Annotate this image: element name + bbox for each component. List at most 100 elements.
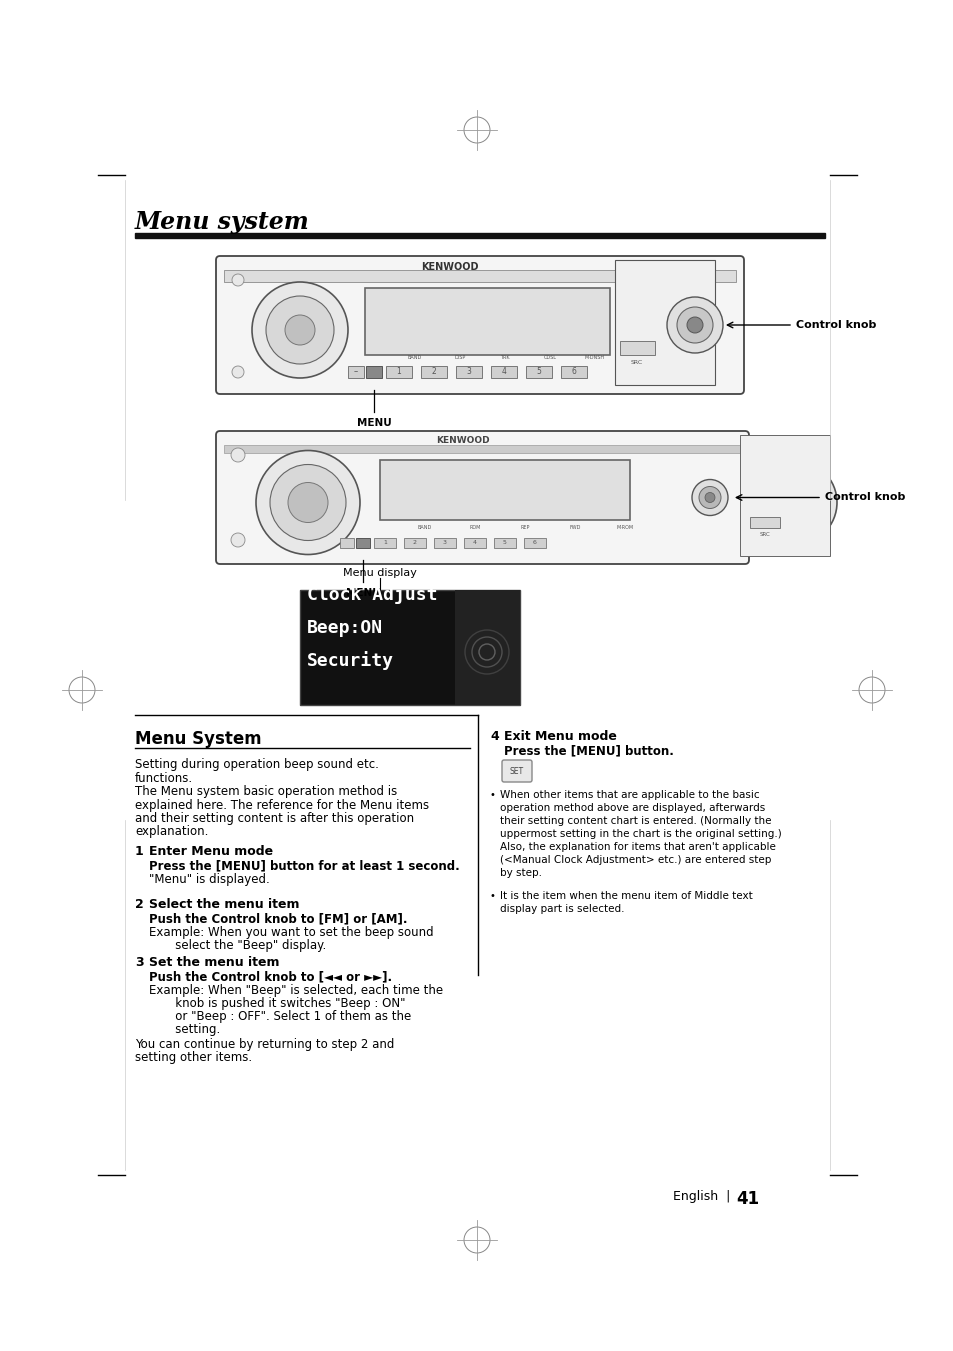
Text: The Menu system basic operation method is: The Menu system basic operation method i… [135, 785, 396, 798]
Text: "Menu" is displayed.: "Menu" is displayed. [149, 873, 270, 886]
Text: –: – [354, 367, 357, 377]
Text: CDSL: CDSL [543, 355, 556, 359]
Text: Menu display: Menu display [343, 567, 416, 578]
Text: MENU: MENU [345, 588, 380, 598]
Text: MENU: MENU [356, 417, 391, 428]
Bar [491, 366, 517, 378]
Text: 6: 6 [571, 367, 576, 377]
Text: 3: 3 [466, 367, 471, 377]
Text: Push the Control knob to [◄◄ or ►►].: Push the Control knob to [◄◄ or ►►]. [149, 970, 392, 984]
Text: •: • [490, 892, 496, 901]
Text: Menu system: Menu system [135, 209, 310, 234]
Bar [455, 590, 519, 705]
Text: DISP: DISP [454, 355, 465, 359]
Text: It is the item when the menu item of Middle text: It is the item when the menu item of Mid… [499, 892, 752, 901]
Text: functions.: functions. [135, 771, 193, 785]
Text: Press the [MENU] button.: Press the [MENU] button. [503, 744, 673, 757]
FancyBboxPatch shape [215, 431, 748, 563]
Text: 5: 5 [536, 367, 541, 377]
Text: 3: 3 [135, 957, 144, 969]
Circle shape [255, 450, 359, 554]
Text: English  |: English | [672, 1190, 729, 1202]
Circle shape [231, 534, 245, 547]
Bar [619, 340, 655, 355]
Circle shape [231, 449, 245, 462]
Bar [463, 538, 485, 549]
Circle shape [691, 480, 727, 516]
Bar [525, 366, 552, 378]
Text: Also, the explanation for items that aren't applicable: Also, the explanation for items that are… [499, 842, 775, 852]
Circle shape [285, 315, 314, 345]
Text: KENWOOD: KENWOOD [421, 262, 478, 272]
Bar [523, 538, 545, 549]
Text: FWD: FWD [569, 526, 580, 530]
Text: Clock Adjust: Clock Adjust [307, 586, 437, 604]
Text: Enter Menu mode: Enter Menu mode [149, 844, 273, 858]
Text: by step.: by step. [499, 867, 541, 878]
Bar [379, 459, 629, 520]
Text: Exit Menu mode: Exit Menu mode [503, 730, 617, 743]
Text: When other items that are applicable to the basic: When other items that are applicable to … [499, 790, 759, 800]
Text: Press the [MENU] button for at least 1 second.: Press the [MENU] button for at least 1 s… [149, 859, 459, 871]
Bar [299, 590, 519, 705]
Text: 4: 4 [501, 367, 506, 377]
Text: BAND: BAND [417, 526, 432, 530]
Text: M·DNSH: M·DNSH [584, 355, 604, 359]
Bar [740, 435, 829, 557]
Text: SRC: SRC [759, 531, 770, 536]
Circle shape [232, 274, 244, 286]
Text: 4: 4 [473, 540, 476, 546]
Bar [355, 538, 370, 549]
Bar [348, 366, 364, 378]
Text: 1: 1 [135, 844, 144, 858]
Bar [224, 444, 740, 453]
Text: display part is selected.: display part is selected. [499, 904, 624, 915]
Bar [224, 270, 735, 282]
Circle shape [666, 297, 722, 353]
Text: 4: 4 [490, 730, 498, 743]
FancyBboxPatch shape [215, 255, 743, 394]
Text: 3: 3 [442, 540, 447, 546]
Text: select the "Beep" display.: select the "Beep" display. [149, 939, 326, 952]
Text: explanation.: explanation. [135, 825, 208, 839]
Bar [420, 366, 447, 378]
Text: 1: 1 [383, 540, 387, 546]
Text: and their setting content is after this operation: and their setting content is after this … [135, 812, 414, 825]
Bar [560, 366, 586, 378]
Bar [365, 288, 609, 355]
Text: 1: 1 [396, 367, 401, 377]
Bar [374, 538, 395, 549]
Text: You can continue by returning to step 2 and: You can continue by returning to step 2 … [135, 1038, 394, 1051]
Circle shape [252, 282, 348, 378]
Text: 2: 2 [135, 898, 144, 911]
Circle shape [704, 493, 714, 503]
Circle shape [699, 486, 720, 508]
Text: Example: When "Beep" is selected, each time the: Example: When "Beep" is selected, each t… [149, 984, 442, 997]
Text: Menu System: Menu System [135, 730, 261, 748]
Circle shape [232, 366, 244, 378]
Bar [366, 366, 381, 378]
Circle shape [686, 317, 702, 332]
Text: 41: 41 [735, 1190, 759, 1208]
Text: their setting content chart is entered. (Normally the: their setting content chart is entered. … [499, 816, 771, 825]
Text: •: • [490, 790, 496, 800]
Text: or "Beep : OFF". Select 1 of them as the: or "Beep : OFF". Select 1 of them as the [149, 1011, 411, 1023]
Text: uppermost setting in the chart is the original setting.): uppermost setting in the chart is the or… [499, 830, 781, 839]
Text: Select the menu item: Select the menu item [149, 898, 299, 911]
Bar [386, 366, 412, 378]
Text: operation method above are displayed, afterwards: operation method above are displayed, af… [499, 802, 764, 813]
Circle shape [752, 461, 836, 544]
Circle shape [677, 307, 712, 343]
Bar [749, 517, 780, 528]
Text: REP: REP [519, 526, 529, 530]
Bar [135, 232, 824, 238]
Bar [403, 538, 426, 549]
Text: explained here. The reference for the Menu items: explained here. The reference for the Me… [135, 798, 429, 812]
Text: 2: 2 [413, 540, 416, 546]
Text: ROM: ROM [469, 526, 480, 530]
Text: KENWOOD: KENWOOD [436, 436, 489, 444]
Text: Example: When you want to set the beep sound: Example: When you want to set the beep s… [149, 925, 434, 939]
Text: knob is pushed it switches "Beep : ON": knob is pushed it switches "Beep : ON" [149, 997, 405, 1011]
Text: Control knob: Control knob [795, 320, 876, 330]
Text: Push the Control knob to [FM] or [AM].: Push the Control knob to [FM] or [AM]. [149, 912, 407, 925]
